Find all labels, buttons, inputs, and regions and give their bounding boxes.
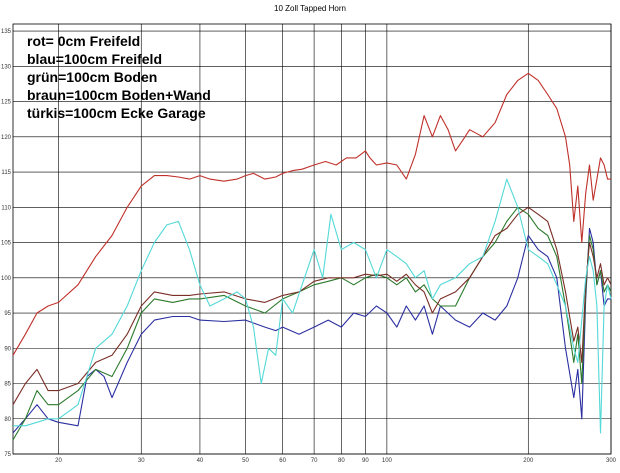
x-tick-label: 200 (523, 458, 534, 464)
plot-frame (12, 23, 612, 455)
y-tick-label: 125 (1, 100, 12, 106)
chart-title: 10 Zoll Tapped Horn (274, 4, 346, 13)
x-tick-label: 60 (279, 458, 286, 464)
series-line-1 (12, 227, 611, 434)
x-tick-label: 80 (338, 458, 345, 464)
y-tick-label: 105 (1, 241, 12, 247)
series-group (12, 72, 612, 441)
x-tick-label: 30 (138, 458, 145, 464)
x-tick-labels: 20 30 40 50 60 70 80 90 100 200 300 (55, 458, 616, 464)
legend-line: braun=100cm Boden+Wand (27, 87, 211, 103)
series-line-2 (12, 206, 612, 441)
x-tick-label: 40 (197, 458, 204, 464)
legend: rot= 0cm Freifeld blau=100cm Freifeld gr… (27, 33, 211, 121)
x-tick-label: 70 (311, 458, 318, 464)
x-tick-label: 90 (362, 458, 369, 464)
grid (13, 24, 612, 455)
x-tick-label: 300 (606, 458, 617, 464)
y-tick-label: 95 (4, 311, 11, 317)
x-tick-label: 100 (382, 458, 393, 464)
legend-line: rot= 0cm Freifeld (27, 33, 140, 49)
series-line-3 (12, 206, 612, 405)
y-tick-label: 120 (1, 135, 12, 141)
series-line-4 (13, 178, 612, 434)
y-tick-label: 85 (4, 382, 11, 388)
legend-line: grün=100cm Boden (27, 69, 157, 85)
y-tick-label: 135 (1, 29, 12, 35)
legend-line: blau=100cm Freifeld (27, 51, 162, 67)
y-tick-label: 100 (1, 276, 12, 282)
y-tick-label: 110 (1, 205, 11, 211)
y-tick-label: 80 (4, 417, 11, 423)
y-tick-label: 115 (1, 170, 11, 176)
y-tick-label: 130 (1, 64, 12, 70)
y-tick-label: 75 (4, 452, 11, 458)
y-tick-labels: 75 80 85 90 95 100 105 110 115 120 125 130 135 (1, 29, 12, 458)
y-tick-label: 90 (4, 346, 11, 352)
legend-line: türkis=100cm Ecke Garage (27, 105, 206, 121)
x-tick-label: 20 (55, 458, 62, 464)
x-tick-label: 50 (242, 458, 249, 464)
series-line-0 (12, 72, 611, 356)
